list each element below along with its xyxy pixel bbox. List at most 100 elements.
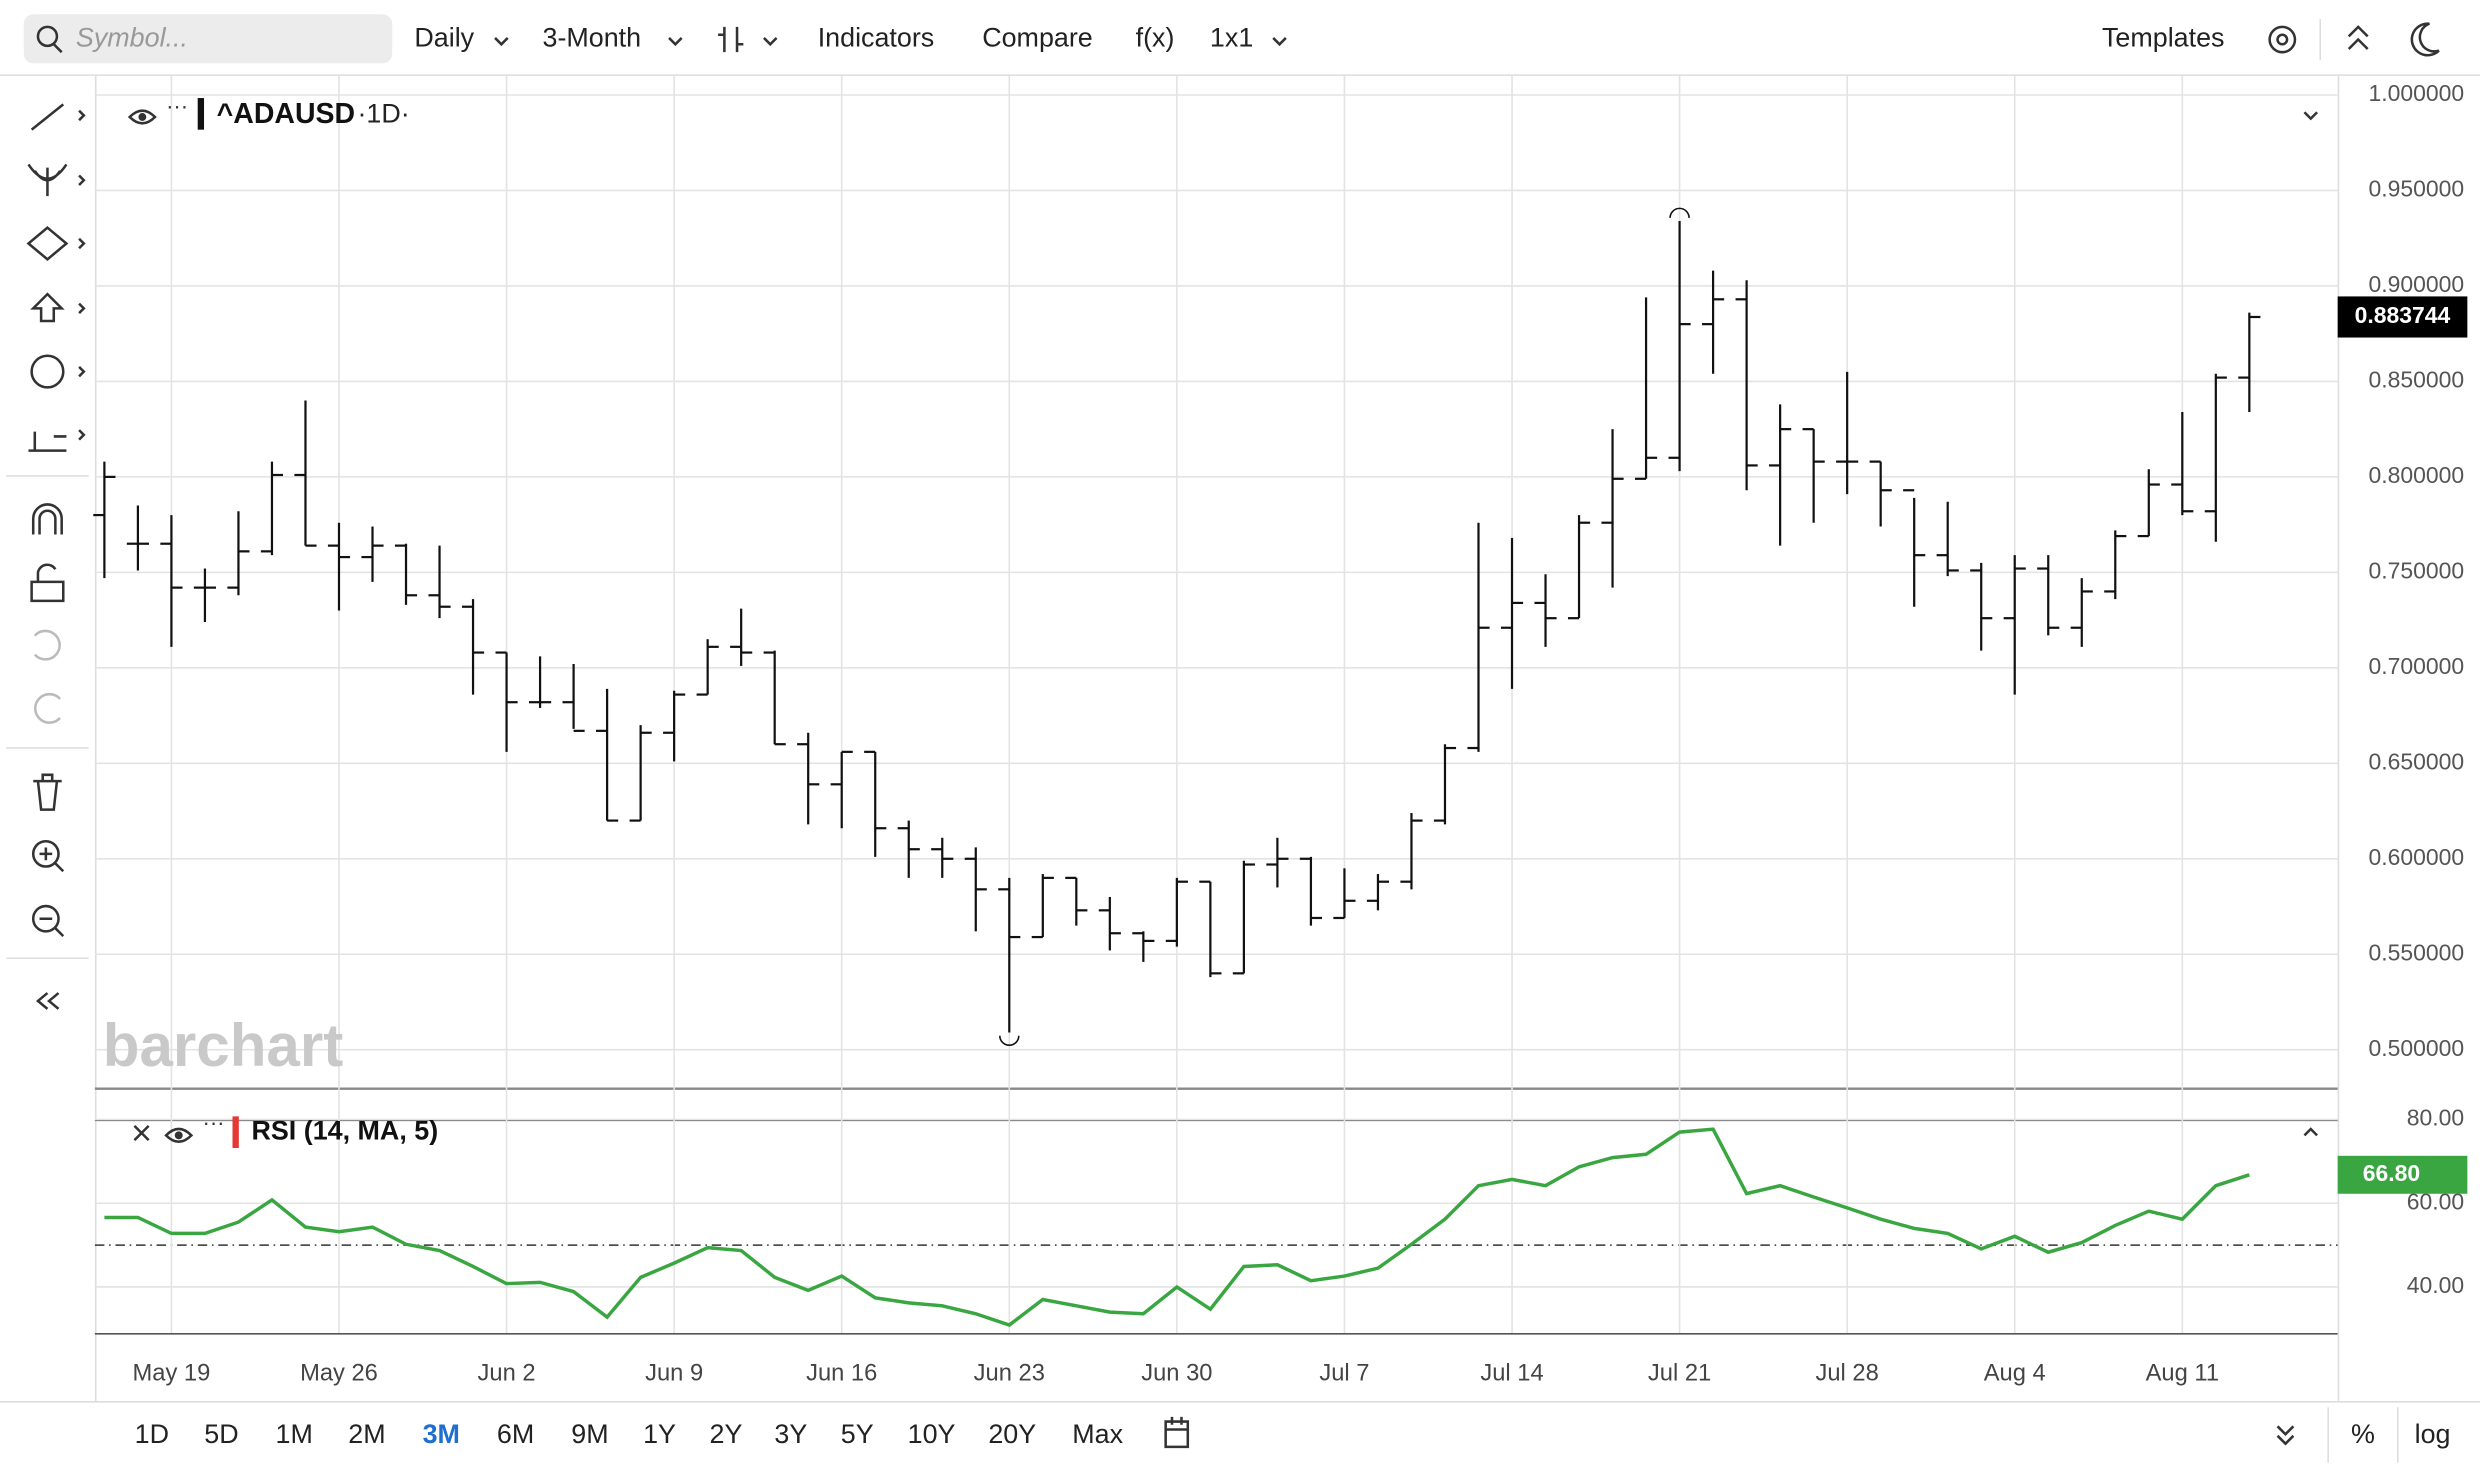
search-placeholder[interactable]: Symbol...: [76, 23, 188, 53]
x-tick-label: Jul 14: [1480, 1360, 1543, 1386]
low-marker: [999, 1035, 1020, 1046]
last-price-tag: [2337, 296, 2468, 338]
more-menu[interactable]: ···: [202, 1110, 224, 1135]
search-icon: [52, 43, 63, 54]
rsi-value-label: 66.80: [2363, 1160, 2420, 1186]
x-tick-label: Jun 2: [478, 1360, 536, 1386]
range-button[interactable]: Max: [1072, 1419, 1123, 1449]
delete-button[interactable]: [33, 773, 62, 811]
measure-tool[interactable]: [28, 431, 67, 452]
dropdown-caret: [494, 37, 509, 47]
y-tick-label: 0.750000: [2369, 557, 2465, 583]
magnet-tool[interactable]: [31, 503, 63, 535]
collapse-button[interactable]: [2347, 25, 2369, 50]
layout-dropdown[interactable]: 1x1: [1210, 23, 1253, 53]
fork-tool[interactable]: [27, 163, 68, 197]
x-tick-label: Jun 23: [974, 1360, 1045, 1386]
undo-button[interactable]: [33, 629, 61, 661]
rsi-label: RSI (14, MA, 5): [251, 1115, 438, 1145]
dropdown-caret: [1272, 37, 1287, 47]
visibility-toggle[interactable]: [127, 109, 157, 125]
x-tick-label: Jul 28: [1816, 1360, 1879, 1386]
panel-collapse[interactable]: [2303, 1127, 2318, 1137]
compare-button[interactable]: Compare: [982, 23, 1093, 53]
x-tick-label: Jun 16: [806, 1360, 877, 1386]
rsi-line: [104, 1127, 2250, 1328]
x-tick-label: May 19: [133, 1360, 211, 1386]
visibility-toggle[interactable]: [164, 1127, 194, 1143]
redo-button[interactable]: [33, 692, 62, 724]
range-button[interactable]: 10Y: [908, 1419, 956, 1449]
zoom-in-button[interactable]: [31, 839, 60, 868]
interval-dropdown[interactable]: Daily: [414, 23, 474, 53]
y-tick-label: 0.500000: [2369, 1035, 2465, 1061]
rsi-tick-label: 40.00: [2407, 1272, 2464, 1298]
period-dropdown[interactable]: 3-Month: [543, 23, 642, 53]
shape-tool[interactable]: [26, 226, 69, 261]
submenu-caret: [78, 429, 86, 441]
range-button[interactable]: 1D: [135, 1419, 169, 1449]
indicator-color-swatch: [232, 1116, 239, 1149]
arrow-tool[interactable]: [30, 292, 65, 323]
y-tick-label: 0.700000: [2369, 653, 2465, 679]
y-tick-label: 0.800000: [2369, 462, 2465, 488]
bottom-bar: 1D 5D 1M 2M 3M 6M 9M 1Y 2Y 3Y 5Y 10Y 20Y Max: [135, 1419, 1124, 1449]
y-tick-label: 0.900000: [2369, 271, 2465, 297]
lock-tool[interactable]: [30, 563, 65, 603]
range-button[interactable]: 5D: [204, 1419, 238, 1449]
range-button[interactable]: 5Y: [841, 1419, 874, 1449]
x-tick-label: Aug 4: [1984, 1360, 2046, 1386]
range-button[interactable]: 3M: [423, 1419, 460, 1449]
rsi-value-tag: [2337, 1155, 2468, 1194]
range-button[interactable]: 1M: [276, 1419, 313, 1449]
y-tick-label: 0.550000: [2369, 939, 2465, 965]
more-menu[interactable]: ···: [166, 93, 188, 118]
submenu-caret: [78, 237, 86, 250]
expand-button[interactable]: [2276, 1425, 2295, 1446]
visibility-icon: [174, 1131, 183, 1140]
range-button[interactable]: 9M: [571, 1419, 608, 1449]
dropdown-caret: [763, 37, 778, 47]
x-tick-label: Jul 7: [1319, 1360, 1369, 1386]
y-tick-label: 0.850000: [2369, 366, 2465, 392]
watermark: barchart: [103, 1012, 343, 1079]
high-marker: [1669, 207, 1690, 218]
submenu-caret: [78, 174, 86, 186]
y-tick-label: 0.600000: [2369, 844, 2465, 870]
last-price-label: 0.883744: [2355, 302, 2451, 328]
indicators-button[interactable]: Indicators: [818, 23, 935, 53]
x-tick-label: Jun 9: [645, 1360, 703, 1386]
remove-indicator[interactable]: [133, 1124, 150, 1141]
log-toggle[interactable]: log: [2415, 1419, 2451, 1449]
search-icon: [36, 25, 59, 48]
panel-collapse[interactable]: [2303, 111, 2318, 121]
zoom-out-icon: [39, 917, 65, 938]
x-tick-label: Jul 21: [1648, 1360, 1711, 1386]
label-tool[interactable]: [30, 354, 65, 389]
range-button[interactable]: 2Y: [710, 1419, 743, 1449]
percent-toggle[interactable]: %: [2351, 1419, 2375, 1449]
interval-label: ·1D·: [357, 99, 409, 129]
range-button[interactable]: 2M: [348, 1419, 385, 1449]
x-tick-label: Aug 11: [2146, 1360, 2219, 1386]
settings-button[interactable]: [2268, 25, 2297, 54]
date-picker[interactable]: [1164, 1416, 1190, 1449]
y-tick-label: 0.950000: [2369, 176, 2465, 202]
drawing-tools: [26, 103, 86, 1010]
range-button[interactable]: 6M: [497, 1419, 534, 1449]
collapse-sidebar[interactable]: [35, 992, 60, 1010]
settings-icon: [2276, 33, 2289, 46]
search-box[interactable]: [23, 14, 393, 64]
templates-button[interactable]: Templates: [2102, 23, 2225, 53]
chart-type-icon[interactable]: [718, 26, 744, 53]
theme-toggle[interactable]: [2410, 22, 2440, 57]
trend-line-tool[interactable]: [30, 103, 65, 131]
range-button[interactable]: 3Y: [774, 1419, 807, 1449]
function-button[interactable]: f(x): [1136, 23, 1175, 53]
zoom-out-button[interactable]: [31, 904, 60, 933]
y-tick-label: 0.650000: [2369, 748, 2465, 774]
x-tick-label: May 26: [300, 1360, 378, 1386]
range-button[interactable]: 20Y: [988, 1419, 1036, 1449]
zoom-in-icon: [39, 847, 65, 873]
range-button[interactable]: 1Y: [643, 1419, 676, 1449]
